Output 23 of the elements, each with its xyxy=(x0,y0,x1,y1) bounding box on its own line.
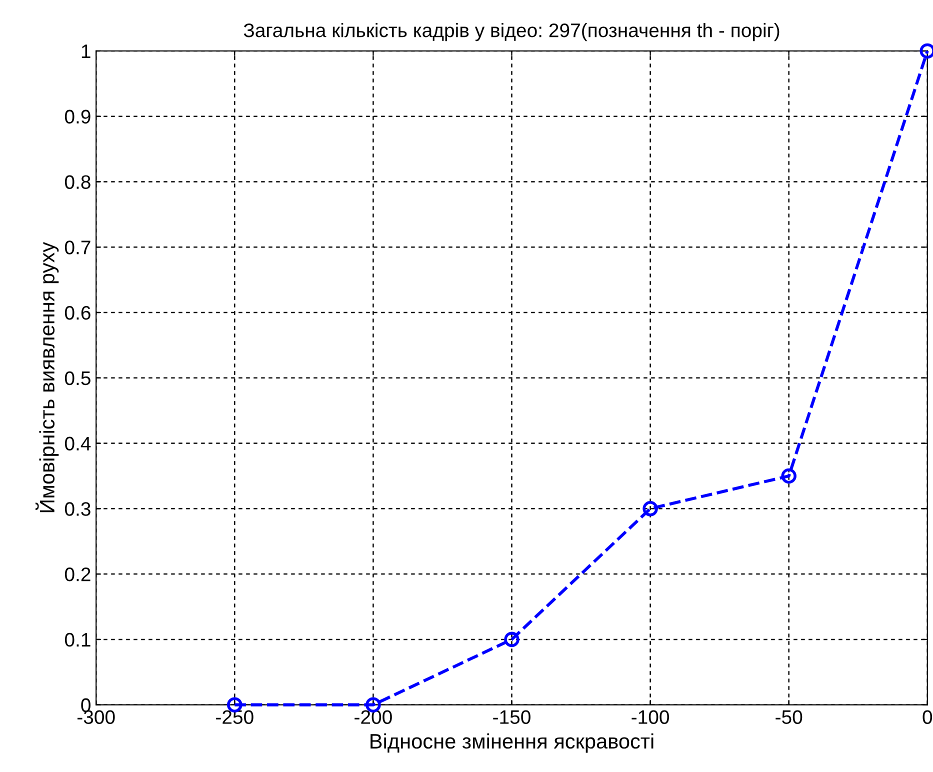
y-tick-label: 1 xyxy=(82,44,90,58)
y-axis-title: Ймовірність виявлення руху xyxy=(36,242,59,512)
y-tick-label: 0.8 xyxy=(64,175,90,189)
y-tick-label: 0.3 xyxy=(64,502,90,516)
x-axis-title: Відносне змінення яскравості xyxy=(370,733,654,753)
x-tick-label: 0 xyxy=(922,710,932,724)
x-tick-label: -200 xyxy=(354,710,392,724)
chart-title: Загальна кількість кадрів у відео: 297(позначення th - поріг) xyxy=(244,22,780,42)
y-tick-label: 0.2 xyxy=(64,568,90,582)
y-tick-label: 0.5 xyxy=(64,371,90,386)
y-tick-label: 0.7 xyxy=(64,240,90,254)
point xyxy=(504,632,520,648)
point xyxy=(642,501,658,516)
x-tick-label: -150 xyxy=(493,710,530,724)
point xyxy=(781,468,796,484)
x-tick-label: -250 xyxy=(216,710,254,724)
x-tick-label: -50 xyxy=(776,710,802,724)
y-tick-label: 0.4 xyxy=(64,436,91,451)
y-tick-label: 0.1 xyxy=(64,632,90,647)
y-tick-label: 0.6 xyxy=(64,306,90,320)
x-tick-label: -100 xyxy=(632,710,669,724)
y-tick-label: 0.9 xyxy=(64,110,90,124)
x-tick-label: -300 xyxy=(78,710,115,724)
